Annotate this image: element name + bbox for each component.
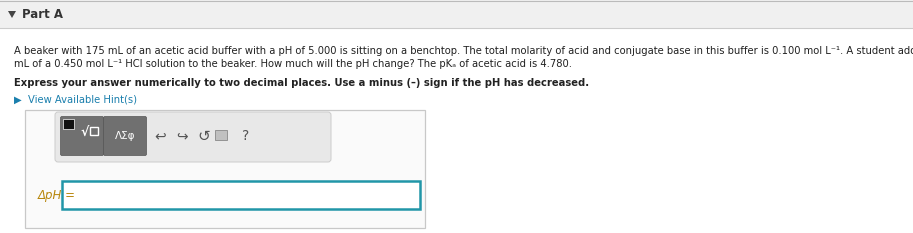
Text: Express your answer numerically to two decimal places. Use a minus (–) sign if t: Express your answer numerically to two d…: [14, 78, 589, 88]
Text: √: √: [81, 127, 89, 140]
Text: ↩: ↩: [154, 129, 166, 143]
Bar: [62, 181, 420, 209]
Text: Part A: Part A: [22, 7, 63, 21]
Text: mL of a 0.450 mol L⁻¹ HCl solution to the beaker. How much will the pH change? T: mL of a 0.450 mol L⁻¹ HCl solution to th…: [14, 59, 572, 69]
FancyBboxPatch shape: [25, 110, 425, 228]
Text: A beaker with 175 mL of an acetic acid buffer with a pH of 5.000 is sitting on a: A beaker with 175 mL of an acetic acid b…: [14, 46, 913, 56]
Bar: [63, 119, 74, 129]
Bar: [0, 0, 913, 28]
Bar: [90, 127, 98, 135]
Text: ↪: ↪: [176, 129, 188, 143]
Text: ▶  View Available Hint(s): ▶ View Available Hint(s): [14, 95, 137, 105]
Text: ΔpH =: ΔpH =: [38, 188, 76, 202]
FancyBboxPatch shape: [103, 116, 146, 155]
Bar: [0, 28, 913, 233]
Polygon shape: [8, 11, 16, 18]
FancyBboxPatch shape: [55, 112, 331, 162]
Text: ?: ?: [242, 129, 249, 143]
Text: ↺: ↺: [197, 129, 210, 144]
Bar: [215, 130, 227, 140]
FancyBboxPatch shape: [60, 116, 103, 155]
Text: ΛΣφ: ΛΣφ: [115, 131, 135, 141]
